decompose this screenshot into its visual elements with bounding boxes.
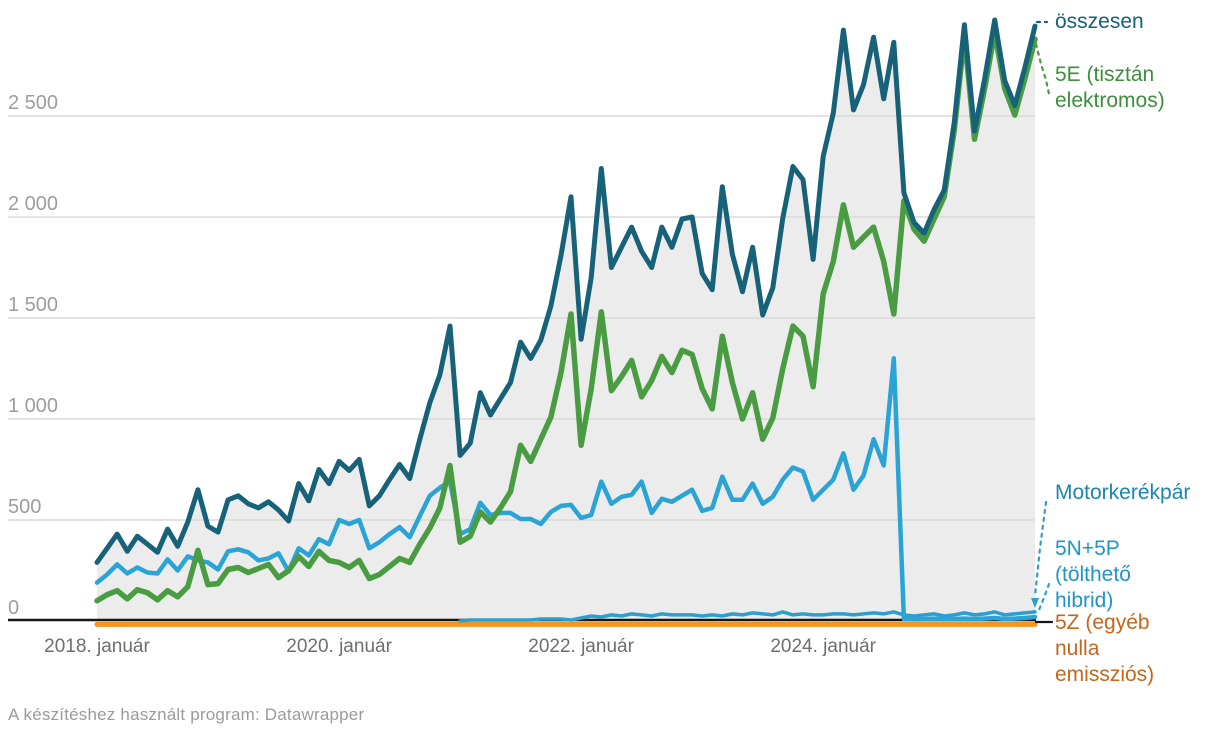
plot-area-fill — [97, 20, 1035, 621]
moto-line — [458, 610, 1037, 623]
series-label-e5: 5E (tisztán elektromos) — [1055, 63, 1165, 112]
series-label-z5: 5Z (egyéb nulla emissziós) — [1055, 611, 1154, 686]
y-axis-tick-label-2000: 2 000 — [8, 193, 58, 215]
e5-label-connector — [1034, 42, 1051, 96]
y-axis-tick-label-500: 500 — [8, 496, 41, 518]
n5p5-label-connector — [1036, 582, 1051, 614]
e5-line — [94, 29, 1038, 604]
y-axis-tick-label-2500: 2 500 — [8, 92, 58, 114]
moto-label-connector — [1033, 500, 1048, 598]
y-axis-tick-label-1000: 1 000 — [8, 395, 58, 417]
moto-connector-arrowhead-icon — [1031, 598, 1039, 608]
y-axis-tick-label-0: 0 — [8, 597, 19, 619]
x-axis-tick-label-2020: 2020. január — [286, 636, 392, 657]
series-label-n5p5: 5N+5P (tölthető hibrid) — [1055, 537, 1131, 612]
footer-attribution: A készítéshez használt program: Datawrap… — [8, 705, 365, 724]
series-label-osszesen: összesen — [1055, 10, 1144, 33]
x-axis-tick-label-2018: 2018. január — [44, 636, 150, 657]
series-label-moto: Motorkerékpár — [1055, 481, 1190, 504]
n5p5-line — [94, 356, 1038, 622]
y-axis-tick-label-1500: 1 500 — [8, 294, 58, 316]
x-axis-tick-label-2024: 2024. január — [770, 636, 876, 657]
osszesen-line — [94, 17, 1038, 565]
x-axis-tick-label-2022: 2022. január — [528, 636, 634, 657]
